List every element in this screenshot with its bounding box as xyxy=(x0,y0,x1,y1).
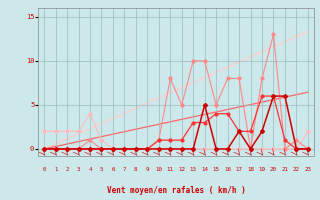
X-axis label: Vent moyen/en rafales ( km/h ): Vent moyen/en rafales ( km/h ) xyxy=(107,186,245,195)
